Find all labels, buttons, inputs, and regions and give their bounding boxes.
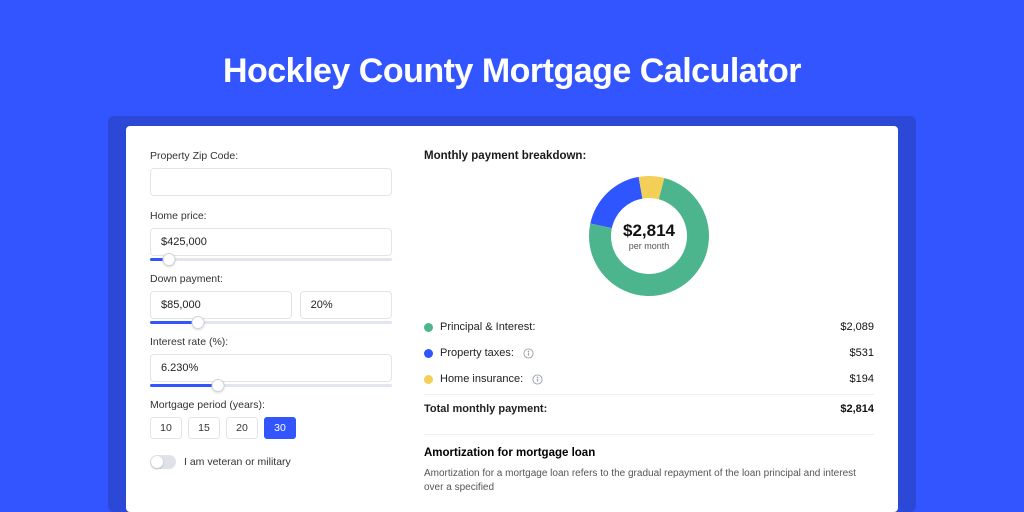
- legend-row: Home insurance: $194: [424, 366, 874, 392]
- breakdown-column: Monthly payment breakdown: $2,814 per mo…: [416, 126, 898, 512]
- legend-value: $2,089: [840, 321, 874, 333]
- donut-value: $2,814: [623, 221, 675, 241]
- rate-label: Interest rate (%):: [150, 336, 392, 348]
- donut-sub: per month: [629, 241, 670, 251]
- rate-input[interactable]: [150, 354, 392, 382]
- amortization-section: Amortization for mortgage loan Amortizat…: [424, 434, 874, 495]
- veteran-label: I am veteran or military: [184, 456, 291, 468]
- legend-row: Property taxes: $531: [424, 340, 874, 366]
- amortization-title: Amortization for mortgage loan: [424, 447, 874, 459]
- legend-dot: [424, 323, 433, 332]
- amortization-body: Amortization for a mortgage loan refers …: [424, 467, 874, 495]
- zip-input[interactable]: [150, 168, 392, 196]
- breakdown-title: Monthly payment breakdown:: [424, 150, 874, 162]
- total-row: Total monthly payment: $2,814: [424, 394, 874, 422]
- period-options: 10 15 20 30: [150, 417, 392, 439]
- legend-dot: [424, 349, 433, 358]
- legend-label: Property taxes:: [440, 347, 514, 359]
- page-title: Hockley County Mortgage Calculator: [0, 52, 1024, 91]
- legend-value: $531: [850, 347, 874, 359]
- legend-row: Principal & Interest: $2,089: [424, 314, 874, 340]
- rate-slider[interactable]: [150, 384, 392, 387]
- calculator-card: Property Zip Code: Home price: Down paym…: [126, 126, 898, 512]
- period-option-15[interactable]: 15: [188, 417, 220, 439]
- price-label: Home price:: [150, 210, 392, 222]
- donut-center: $2,814 per month: [585, 172, 713, 300]
- total-label: Total monthly payment:: [424, 403, 547, 415]
- period-option-20[interactable]: 20: [226, 417, 258, 439]
- period-option-30[interactable]: 30: [264, 417, 296, 439]
- rate-slider-thumb[interactable]: [211, 379, 224, 392]
- hero: Hockley County Mortgage Calculator: [0, 0, 1024, 91]
- legend-label: Principal & Interest:: [440, 321, 535, 333]
- price-slider[interactable]: [150, 258, 392, 261]
- down-input[interactable]: [150, 291, 292, 319]
- down-pct-input[interactable]: [300, 291, 392, 319]
- donut-chart: $2,814 per month: [585, 172, 713, 300]
- legend: Principal & Interest: $2,089 Property taxe…: [424, 314, 874, 392]
- legend-label: Home insurance:: [440, 373, 523, 385]
- info-icon[interactable]: [532, 374, 543, 385]
- veteran-toggle[interactable]: [150, 455, 176, 469]
- total-value: $2,814: [840, 403, 874, 415]
- price-slider-thumb[interactable]: [163, 253, 176, 266]
- zip-label: Property Zip Code:: [150, 150, 392, 162]
- info-icon[interactable]: [523, 348, 534, 359]
- period-option-10[interactable]: 10: [150, 417, 182, 439]
- form-column: Property Zip Code: Home price: Down paym…: [126, 126, 416, 512]
- period-label: Mortgage period (years):: [150, 399, 392, 411]
- down-label: Down payment:: [150, 273, 392, 285]
- price-input[interactable]: [150, 228, 392, 256]
- down-slider[interactable]: [150, 321, 392, 324]
- legend-value: $194: [850, 373, 874, 385]
- legend-dot: [424, 375, 433, 384]
- donut-chart-wrap: $2,814 per month: [424, 172, 874, 300]
- down-slider-thumb[interactable]: [192, 316, 205, 329]
